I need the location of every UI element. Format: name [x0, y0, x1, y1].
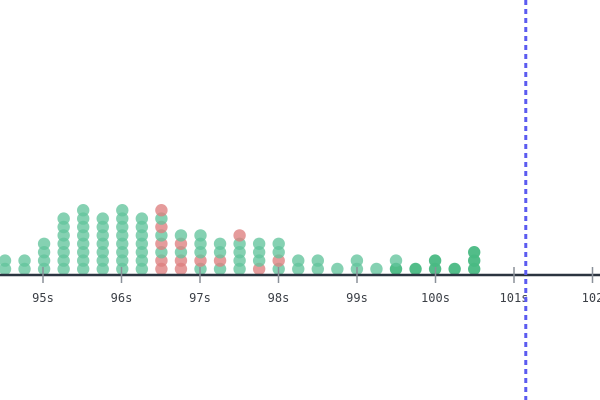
event-dot[interactable]: [194, 229, 207, 242]
event-dot[interactable]: [448, 262, 461, 276]
x-tick-label: 100s: [421, 291, 450, 305]
event-dot[interactable]: [116, 204, 129, 217]
event-dot[interactable]: [0, 254, 12, 267]
event-dot[interactable]: [331, 262, 344, 276]
event-dot[interactable]: [468, 246, 481, 259]
x-tick-label: 99s: [346, 291, 368, 305]
event-dot[interactable]: [389, 254, 403, 267]
event-dot[interactable]: [213, 237, 227, 250]
event-dot[interactable]: [135, 212, 149, 225]
x-axis-ticks: 95s 96s 97s 98s 99s 100s 101s 102: [32, 267, 600, 305]
x-tick-label: 97s: [189, 291, 211, 305]
event-dot[interactable]: [292, 254, 305, 267]
event-dot[interactable]: [409, 262, 422, 276]
event-dot[interactable]: [18, 254, 31, 267]
event-dot[interactable]: [77, 204, 90, 217]
x-tick-label: 98s: [268, 291, 290, 305]
x-tick-label: 96s: [111, 291, 133, 305]
event-dot-error[interactable]: [155, 204, 168, 217]
event-dot-error[interactable]: [233, 229, 246, 242]
event-dot[interactable]: [37, 237, 51, 250]
event-dot[interactable]: [428, 254, 442, 267]
x-tick-label: 95s: [32, 291, 54, 305]
event-dot[interactable]: [350, 254, 364, 267]
event-dot[interactable]: [57, 212, 70, 225]
event-dot[interactable]: [311, 254, 324, 267]
event-dot[interactable]: [252, 237, 266, 250]
event-dot[interactable]: [272, 237, 285, 250]
event-dot[interactable]: [174, 229, 188, 242]
event-dot[interactable]: [370, 262, 383, 276]
dots-layer: [0, 204, 481, 276]
x-tick-label: 101s: [500, 291, 529, 305]
event-dot[interactable]: [96, 212, 109, 225]
x-tick-label: 102: [582, 291, 600, 305]
